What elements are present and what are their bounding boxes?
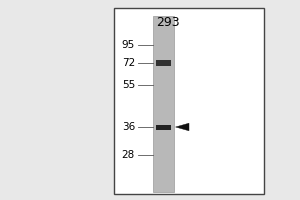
FancyBboxPatch shape: [153, 16, 174, 192]
Text: 95: 95: [122, 40, 135, 50]
Text: 72: 72: [122, 58, 135, 68]
FancyBboxPatch shape: [156, 124, 171, 130]
Text: 55: 55: [122, 80, 135, 90]
Polygon shape: [176, 123, 189, 131]
Text: 28: 28: [122, 150, 135, 160]
Text: 36: 36: [122, 122, 135, 132]
FancyBboxPatch shape: [156, 60, 171, 66]
Text: 293: 293: [156, 16, 180, 28]
FancyBboxPatch shape: [114, 8, 264, 194]
